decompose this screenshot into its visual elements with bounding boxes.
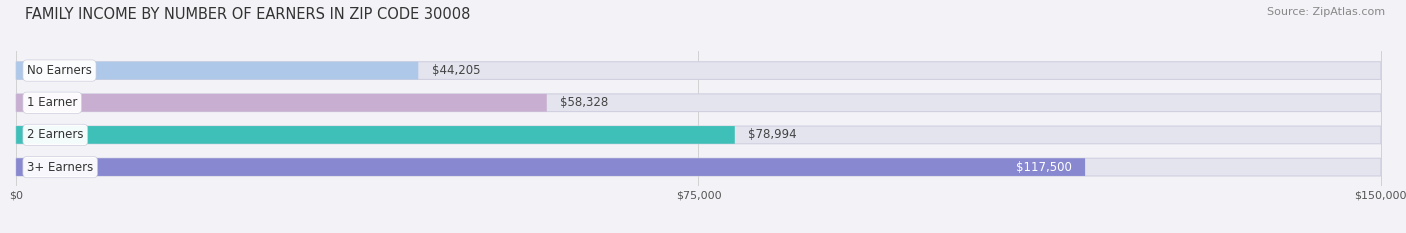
Text: $117,500: $117,500 <box>1015 161 1071 174</box>
FancyBboxPatch shape <box>15 62 419 79</box>
FancyBboxPatch shape <box>15 158 1381 176</box>
Text: Source: ZipAtlas.com: Source: ZipAtlas.com <box>1267 7 1385 17</box>
FancyBboxPatch shape <box>15 158 1085 176</box>
Text: $44,205: $44,205 <box>432 64 481 77</box>
Text: 1 Earner: 1 Earner <box>27 96 77 109</box>
Text: No Earners: No Earners <box>27 64 91 77</box>
FancyBboxPatch shape <box>15 126 735 144</box>
Text: $78,994: $78,994 <box>748 128 797 141</box>
FancyBboxPatch shape <box>15 62 1381 79</box>
Text: FAMILY INCOME BY NUMBER OF EARNERS IN ZIP CODE 30008: FAMILY INCOME BY NUMBER OF EARNERS IN ZI… <box>25 7 471 22</box>
Text: $58,328: $58,328 <box>561 96 609 109</box>
FancyBboxPatch shape <box>15 126 1381 144</box>
FancyBboxPatch shape <box>15 94 1381 112</box>
Text: 3+ Earners: 3+ Earners <box>27 161 93 174</box>
Text: 2 Earners: 2 Earners <box>27 128 83 141</box>
FancyBboxPatch shape <box>15 94 547 112</box>
